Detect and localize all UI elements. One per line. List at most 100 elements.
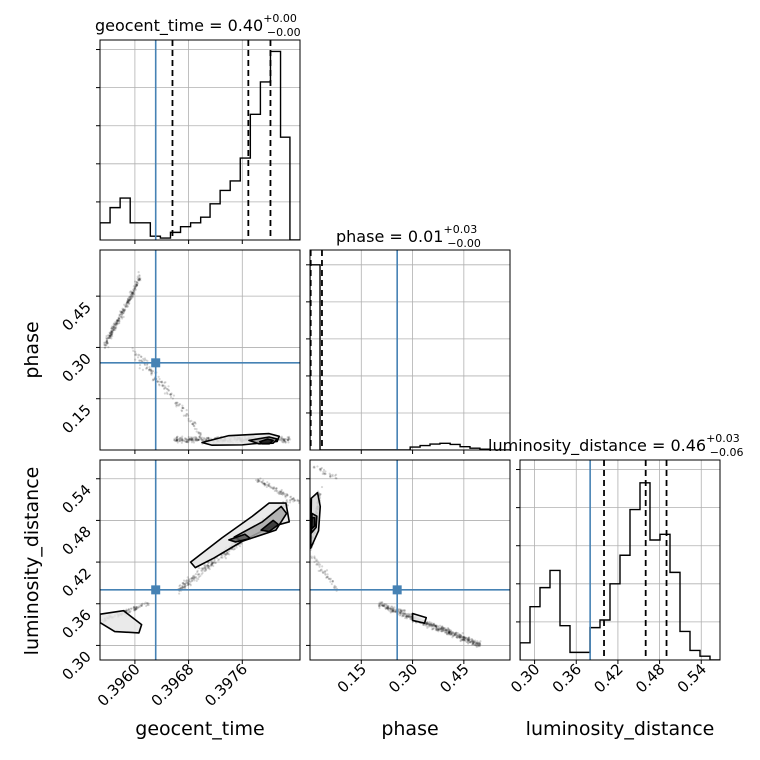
sample-point (185, 437, 188, 440)
sample-point (310, 557, 313, 560)
sample-point (194, 437, 197, 440)
sample-point (111, 331, 114, 334)
sample-point (444, 627, 447, 630)
sample-point (393, 610, 397, 613)
sample-point (464, 639, 467, 642)
sample-point (116, 320, 119, 323)
sample-point (156, 380, 159, 383)
sample-point (104, 343, 107, 347)
sample-point (108, 336, 111, 339)
sample-point (118, 317, 121, 321)
sample-point (281, 437, 284, 440)
sample-point (462, 636, 466, 639)
sample-point (200, 567, 203, 570)
sample-point (427, 625, 430, 628)
sample-point (178, 438, 181, 441)
sample-point (161, 384, 164, 387)
sample-point (454, 633, 457, 636)
sample-point (190, 437, 193, 440)
sample-point (386, 607, 389, 610)
sample-point (432, 624, 435, 627)
sample-point (127, 302, 131, 306)
sample-point (185, 579, 188, 582)
sample-point (115, 322, 119, 325)
sample-point (175, 438, 178, 441)
sample-point (447, 628, 450, 631)
sample-point (105, 340, 108, 344)
sample-point (450, 630, 453, 633)
sample-point (432, 622, 435, 626)
sample-point (478, 641, 481, 644)
sample-point (461, 636, 464, 639)
sample-point (313, 466, 316, 469)
sample-point (322, 472, 325, 475)
sample-point (115, 322, 118, 325)
sample-point (184, 414, 187, 417)
sample-point (129, 297, 132, 300)
sample-point (448, 630, 451, 633)
sample-point (115, 324, 118, 327)
sample-point (432, 623, 435, 626)
sample-point (280, 488, 283, 492)
grid (100, 40, 300, 240)
sample-point (128, 298, 131, 301)
sample-point (462, 638, 466, 641)
sample-point (201, 567, 204, 570)
sample-point (428, 622, 431, 625)
sample-point (288, 499, 291, 502)
sample-point (263, 483, 266, 487)
sample-point (288, 437, 291, 440)
sample-point (138, 277, 141, 280)
sample-point (197, 577, 200, 581)
sample-point (117, 316, 120, 320)
sample-point (148, 368, 152, 371)
sample-point (204, 565, 207, 568)
sample-point (321, 570, 324, 573)
sample-point (378, 604, 381, 608)
sample-point (319, 569, 322, 573)
sample-point (438, 628, 441, 631)
sample-point (129, 290, 132, 293)
sample-point (159, 380, 162, 384)
sample-point (324, 572, 327, 575)
sample-point (256, 480, 259, 483)
sample-point (138, 354, 141, 357)
sample-point (281, 437, 284, 440)
sample-point (158, 384, 161, 387)
sample-point (164, 386, 167, 390)
sample-point (324, 472, 327, 475)
sample-point (293, 499, 296, 502)
sample-point (447, 633, 450, 636)
sample-point (188, 578, 191, 581)
sample-point (406, 615, 409, 618)
sample-point (129, 297, 132, 301)
sample-point (256, 478, 260, 481)
sample-point (175, 438, 178, 442)
sample-point (267, 484, 270, 488)
sample-point (194, 439, 197, 442)
sample-point (179, 584, 182, 587)
sample-point (110, 331, 114, 334)
sample-point (318, 563, 322, 566)
sample-point (272, 486, 276, 489)
sample-point (120, 315, 123, 318)
sample-point (431, 628, 434, 631)
sample-point (470, 637, 474, 641)
sample-point (121, 312, 124, 315)
sample-point (189, 437, 192, 440)
sample-point (185, 409, 188, 412)
sample-point (132, 285, 135, 288)
sample-point (169, 393, 172, 396)
sample-point (228, 550, 231, 553)
sample-point (124, 305, 127, 308)
sample-point (112, 325, 115, 328)
sample-point (324, 570, 327, 573)
sample-point (320, 485, 324, 489)
sample-point (165, 387, 169, 391)
sample-point (327, 577, 331, 580)
sample-point (206, 564, 209, 567)
sample-point (287, 436, 290, 440)
sample-point (178, 403, 181, 406)
sample-point (286, 438, 290, 442)
sample-point (190, 438, 193, 441)
